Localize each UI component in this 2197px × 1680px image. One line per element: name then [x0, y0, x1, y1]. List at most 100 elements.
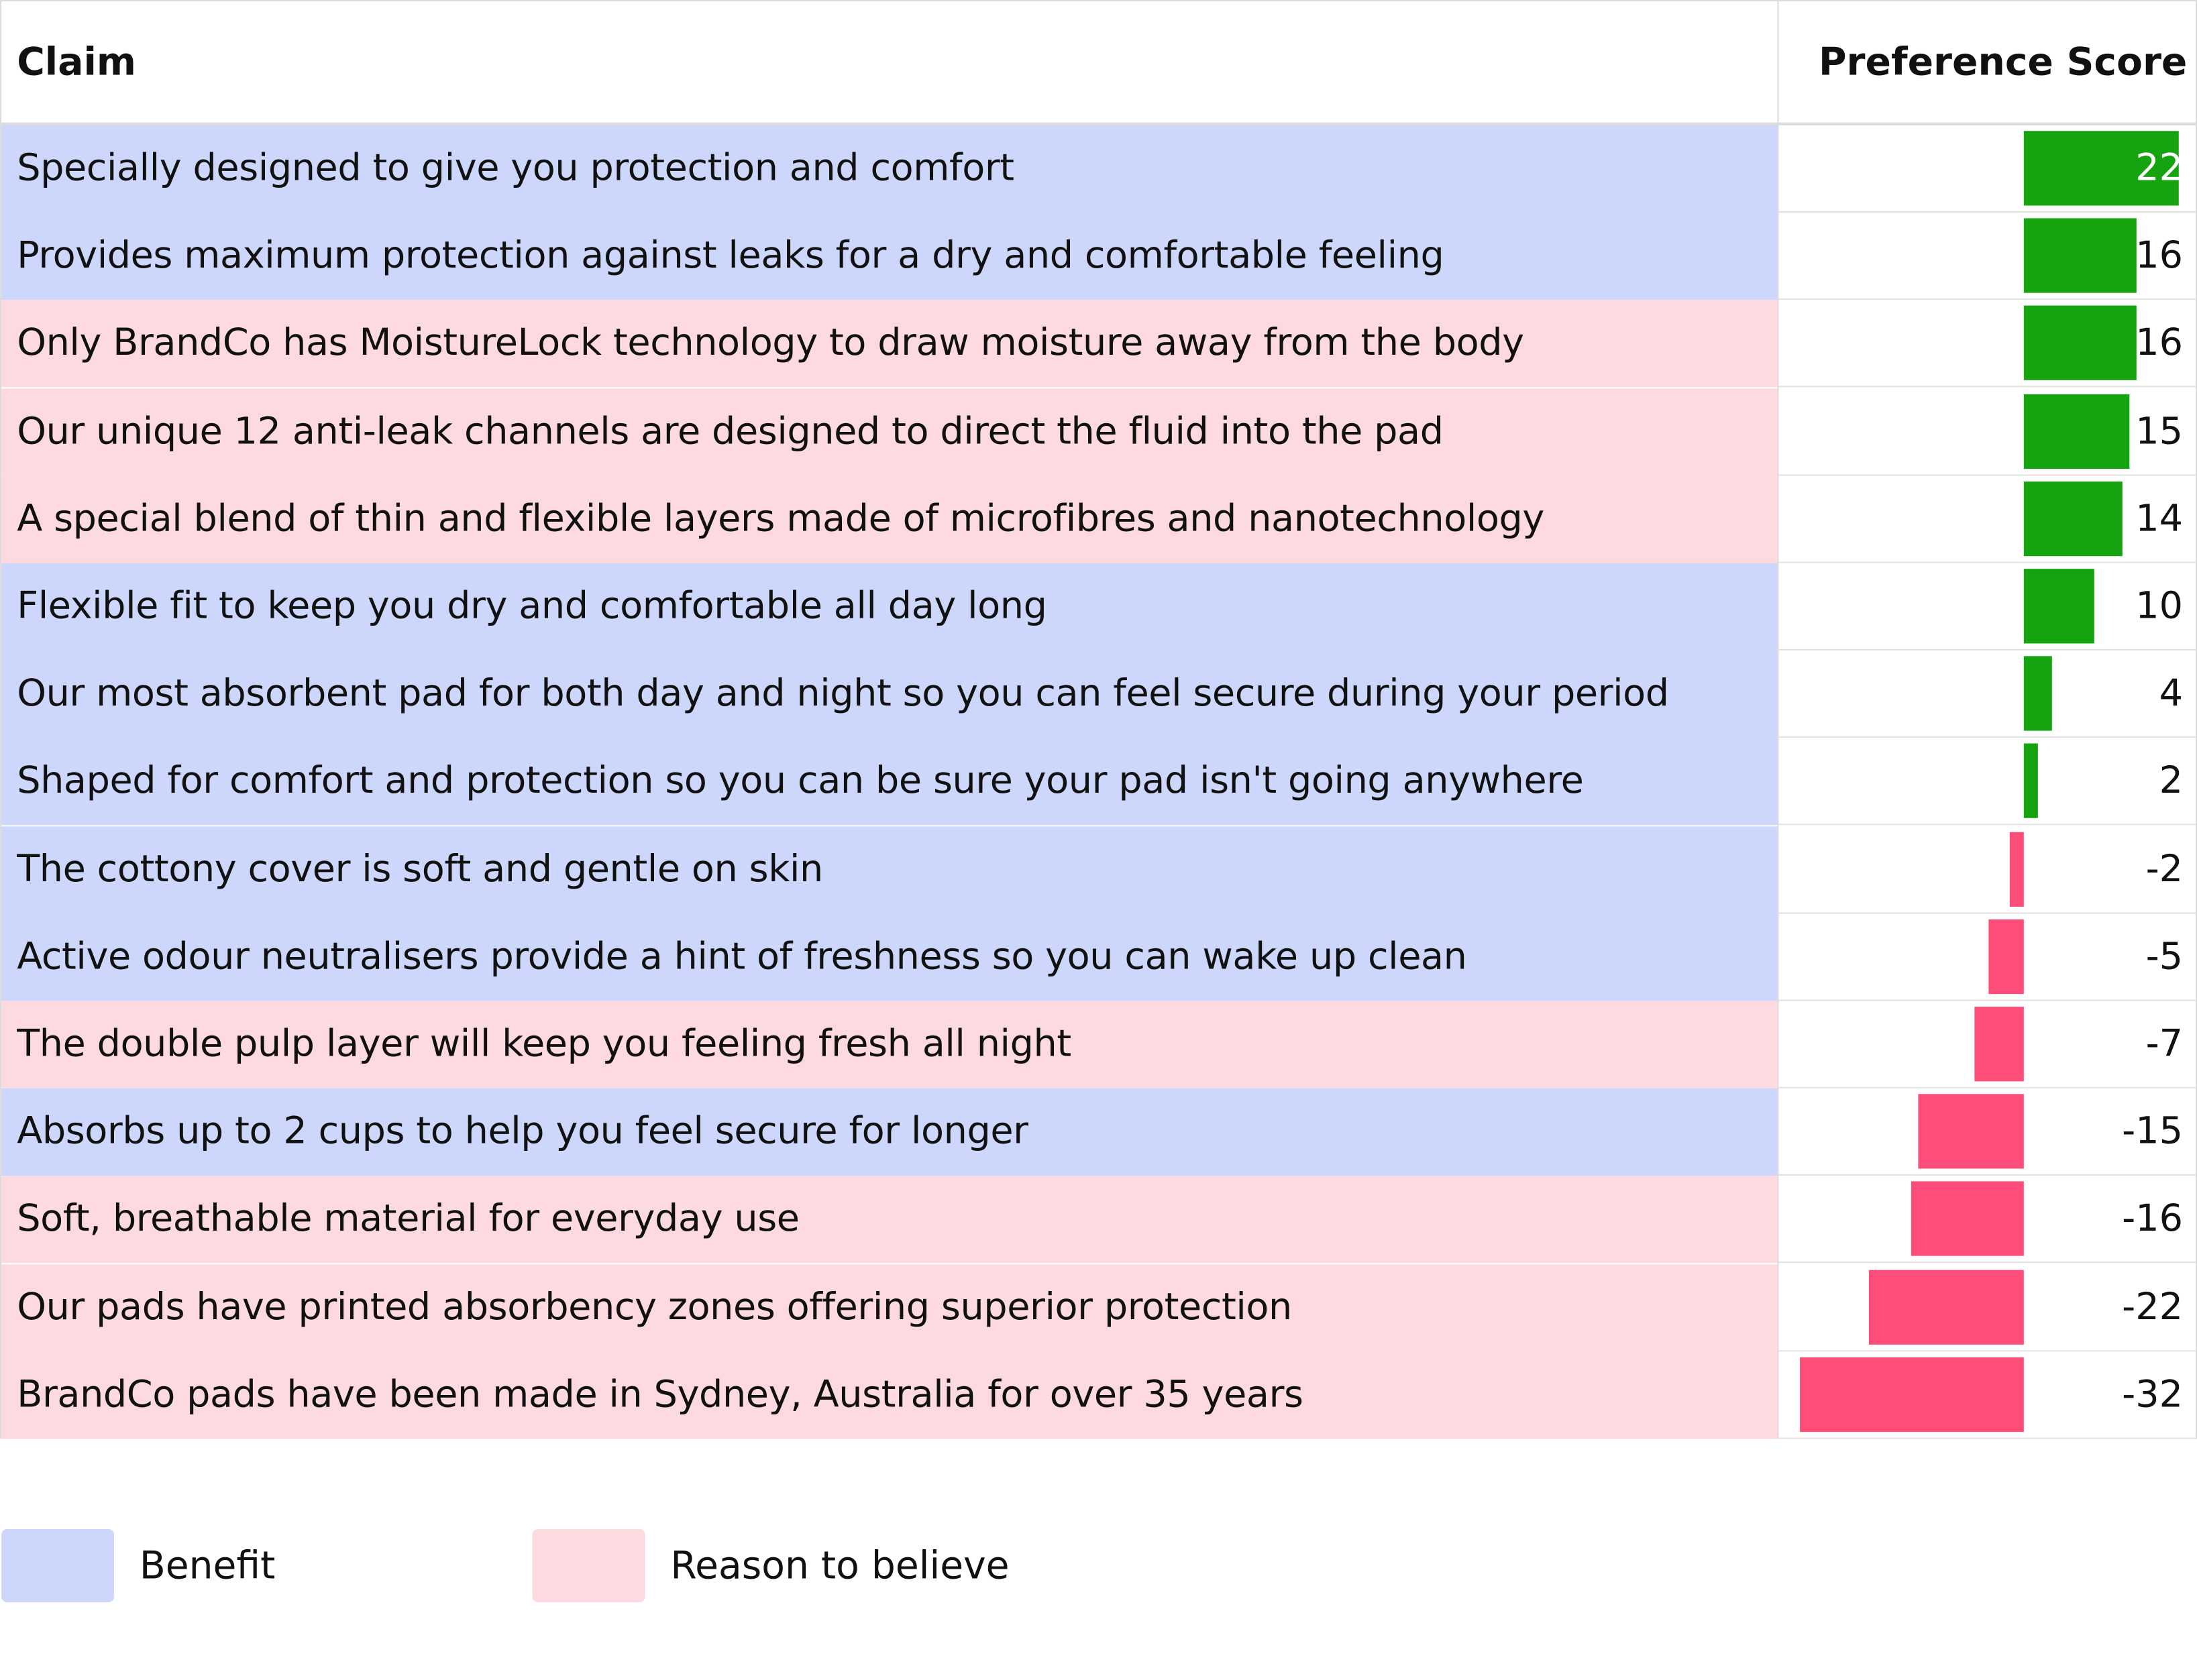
claim-cell: The double pulp layer will keep you feel… — [1, 1001, 1778, 1088]
table-row: Only BrandCo has MoistureLock technology… — [1, 300, 2196, 388]
legend-label-reason-to-believe: Reason to believe — [670, 1545, 1010, 1589]
negative-score-bar — [1911, 1182, 2024, 1257]
table-row: A special blend of thin and flexible lay… — [1, 475, 2196, 563]
claim-text: Active odour neutralisers provide a hint… — [17, 934, 1467, 978]
claim-cell: Soft, breathable material for everyday u… — [1, 1176, 1778, 1264]
score-value-label: -32 — [2122, 1372, 2184, 1416]
legend-label-benefit: Benefit — [139, 1545, 276, 1589]
negative-score-bar — [2009, 831, 2024, 907]
score-cell: 15 — [1778, 388, 2196, 475]
score-value-label: -16 — [2122, 1197, 2184, 1241]
score-cell: -22 — [1778, 1264, 2196, 1351]
score-value-label: -2 — [2145, 846, 2184, 891]
negative-score-bar — [1919, 1094, 2024, 1169]
column-divider — [1777, 125, 1779, 1439]
claim-text: Provides maximum protection against leak… — [17, 233, 1444, 278]
table-row: The cottony cover is soft and gentle on … — [1, 826, 2196, 913]
legend-swatch-reason-to-believe — [532, 1528, 645, 1603]
table-row: BrandCo pads have been made in Sydney, A… — [1, 1351, 2196, 1439]
score-value-label: -22 — [2122, 1284, 2184, 1329]
score-value-label: 16 — [2135, 233, 2184, 278]
negative-score-bar — [1974, 1007, 2024, 1082]
negative-score-bar — [1799, 1357, 2024, 1432]
claim-text: Absorbs up to 2 cups to help you feel se… — [17, 1109, 1028, 1154]
score-cell: 22 — [1778, 125, 2196, 213]
score-value-label: 16 — [2135, 321, 2184, 366]
claim-cell: Our unique 12 anti-leak channels are des… — [1, 388, 1778, 475]
table-row: The double pulp layer will keep you feel… — [1, 1001, 2196, 1088]
table-row: Soft, breathable material for everyday u… — [1, 1176, 2196, 1264]
score-cell: -16 — [1778, 1176, 2196, 1264]
column-divider — [1777, 1, 1779, 123]
table-row: Our most absorbent pad for both day and … — [1, 651, 2196, 738]
score-value-label: 15 — [2135, 409, 2184, 453]
positive-score-bar — [2023, 569, 2094, 644]
claim-text: Our pads have printed absorbency zones o… — [17, 1284, 1292, 1329]
score-cell: -2 — [1778, 826, 2196, 913]
claim-text: Only BrandCo has MoistureLock technology… — [17, 321, 1524, 366]
claims-table: Claim Preference Score Specially designe… — [0, 0, 2197, 1439]
positive-score-bar — [2023, 744, 2038, 819]
table-header: Claim Preference Score — [1, 1, 2196, 127]
score-cell: 10 — [1778, 563, 2196, 651]
claim-cell: Absorbs up to 2 cups to help you feel se… — [1, 1088, 1778, 1176]
claim-column-header: Claim — [17, 40, 136, 85]
claim-text: A special blend of thin and flexible lay… — [17, 496, 1544, 541]
score-value-label: -15 — [2122, 1109, 2184, 1154]
score-cell: 16 — [1778, 213, 2196, 300]
claim-cell: Only BrandCo has MoistureLock technology… — [1, 300, 1778, 388]
claim-cell: Shaped for comfort and protection so you… — [1, 738, 1778, 826]
positive-score-bar — [2023, 481, 2123, 556]
table-row: Flexible fit to keep you dry and comfort… — [1, 563, 2196, 651]
claim-text: Soft, breathable material for everyday u… — [17, 1197, 800, 1241]
table-row: Provides maximum protection against leak… — [1, 213, 2196, 300]
score-value-label: 14 — [2135, 496, 2184, 541]
score-value-label: 22 — [2135, 146, 2184, 190]
claim-text: Our unique 12 anti-leak channels are des… — [17, 409, 1444, 453]
negative-score-bar — [1869, 1269, 2024, 1345]
score-cell: 4 — [1778, 651, 2196, 738]
score-cell: -15 — [1778, 1088, 2196, 1176]
score-cell: 16 — [1778, 300, 2196, 388]
claim-cell: Specially designed to give you protectio… — [1, 125, 1778, 213]
claim-text: Our most absorbent pad for both day and … — [17, 671, 1669, 716]
score-value-label: 10 — [2135, 584, 2184, 628]
score-value-label: -5 — [2145, 934, 2184, 978]
score-cell: 2 — [1778, 738, 2196, 826]
table-row: Our pads have printed absorbency zones o… — [1, 1264, 2196, 1351]
table-row: Absorbs up to 2 cups to help you feel se… — [1, 1088, 2196, 1176]
claim-text: BrandCo pads have been made in Sydney, A… — [17, 1372, 1303, 1416]
table-row: Shaped for comfort and protection so you… — [1, 738, 2196, 826]
claim-cell: Our most absorbent pad for both day and … — [1, 651, 1778, 738]
positive-score-bar — [2023, 656, 2052, 731]
table-row: Active odour neutralisers provide a hint… — [1, 913, 2196, 1001]
score-cell: -7 — [1778, 1001, 2196, 1088]
positive-score-bar — [2023, 131, 2178, 206]
table-row: Our unique 12 anti-leak channels are des… — [1, 388, 2196, 475]
positive-score-bar — [2023, 306, 2137, 381]
positive-score-bar — [2023, 393, 2129, 469]
claim-text: Specially designed to give you protectio… — [17, 146, 1014, 190]
claim-cell: Active odour neutralisers provide a hint… — [1, 913, 1778, 1001]
claim-text: Flexible fit to keep you dry and comfort… — [17, 584, 1047, 628]
score-value-label: -7 — [2145, 1022, 2184, 1066]
legend-swatch-benefit — [1, 1528, 115, 1603]
claim-cell: A special blend of thin and flexible lay… — [1, 475, 1778, 563]
score-column-header: Preference Score — [1819, 40, 2188, 85]
claim-cell: The cottony cover is soft and gentle on … — [1, 826, 1778, 913]
claim-text: Shaped for comfort and protection so you… — [17, 759, 1584, 803]
claim-cell: Our pads have printed absorbency zones o… — [1, 1264, 1778, 1351]
positive-score-bar — [2023, 218, 2137, 294]
score-cell: -5 — [1778, 913, 2196, 1001]
score-value-label: 2 — [2159, 759, 2184, 803]
claim-text: The cottony cover is soft and gentle on … — [17, 846, 823, 891]
negative-score-bar — [1988, 919, 2024, 994]
claim-cell: BrandCo pads have been made in Sydney, A… — [1, 1351, 1778, 1439]
table-row: Specially designed to give you protectio… — [1, 125, 2196, 213]
claim-cell: Flexible fit to keep you dry and comfort… — [1, 563, 1778, 651]
claim-text: The double pulp layer will keep you feel… — [17, 1022, 1071, 1066]
claim-cell: Provides maximum protection against leak… — [1, 213, 1778, 300]
score-value-label: 4 — [2159, 671, 2184, 716]
score-cell: -32 — [1778, 1351, 2196, 1439]
